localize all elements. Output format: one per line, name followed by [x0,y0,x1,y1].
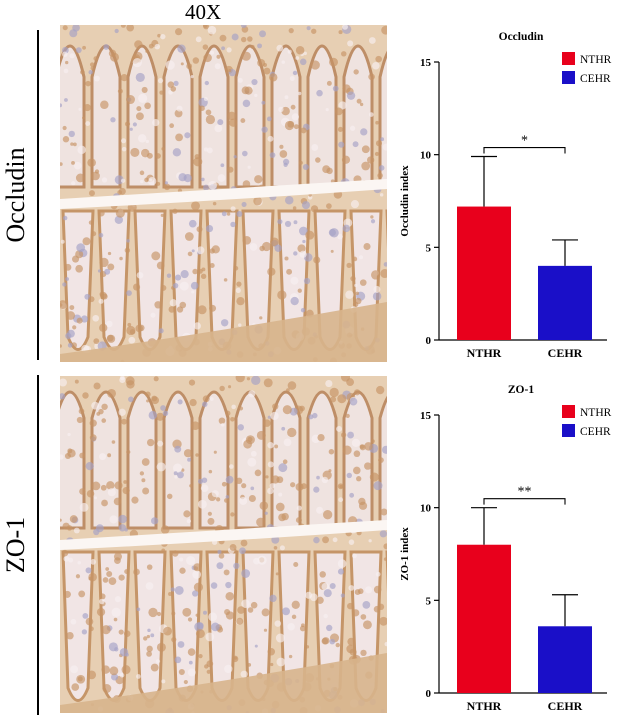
chart-0-significance-label: * [521,134,528,149]
magnification-label: 40X [185,0,222,24]
chart-0-ytick-label-0: 0 [426,335,432,347]
chart-occludin: Occludin Occludin index 0 5 10 15 NTHR CEHR * NTH… [392,25,619,375]
chart-0-legend-label-CEHR: CEHR [580,73,611,85]
chart-0-legend-label-NTHR: NTHR [580,54,612,66]
row-divider-zo1 [37,375,39,715]
micrograph-occludin-image [60,25,387,362]
chart-1-ylabel: ZO-1 index [399,527,411,581]
chart-0-ytick-label-3: 15 [420,57,432,69]
chart-1-legend-label-NTHR: NTHR [580,407,612,419]
chart-1-xtick-label-NTHR: NTHR [467,699,502,713]
micrograph-zo1 [60,376,387,713]
chart-0-legend-swatch-CEHR [562,71,575,84]
chart-zo1-svg: ZO-1 ZO-1 index 0 5 10 15 NTHR CEHR ** NTHR CEHR [399,384,612,713]
chart-1-significance-bracket [483,498,566,505]
chart-1-ytick-label-2: 10 [420,503,432,515]
chart-1-bar-NTHR [457,544,511,693]
chart-1-ytick-label-3: 15 [420,410,432,422]
chart-0-ytick-label-1: 5 [426,242,432,254]
chart-1-legend-swatch-NTHR [562,405,575,418]
chart-1-bar-CEHR [538,626,592,693]
chart-1-xtick-label-CEHR: CEHR [548,699,583,713]
chart-0-legend-swatch-NTHR [562,52,575,65]
chart-zo1: ZO-1 ZO-1 index 0 5 10 15 NTHR CEHR ** NTHR CEHR [392,378,619,728]
row-divider-occludin [37,30,39,360]
row-label-zo1: ZO-1 [1,516,30,574]
chart-1-ytick-label-0: 0 [426,688,432,700]
chart-0-xtick-label-CEHR: CEHR [548,346,583,360]
chart-0-ytick-label-2: 10 [420,150,432,162]
row-label-occludin: Occludin [1,147,30,243]
chart-0-ylabel: Occludin index [399,165,411,237]
chart-0-title: Occludin [499,31,544,43]
chart-0-bar-CEHR [538,265,592,340]
chart-0-xtick-label-NTHR: NTHR [467,346,502,360]
chart-1-legend-swatch-CEHR [562,424,575,437]
chart-1-ytick-label-1: 5 [426,595,432,607]
chart-1-significance-label: ** [518,485,532,500]
chart-0-bar-NTHR [457,206,511,340]
chart-0-significance-bracket [483,146,566,154]
chart-1-title: ZO-1 [508,384,534,396]
micrograph-zo1-image [60,376,387,713]
chart-occludin-svg: Occludin Occludin index 0 5 10 15 NTHR CEHR * NTH… [399,31,612,360]
micrograph-occludin [60,25,387,362]
chart-1-legend-label-CEHR: CEHR [580,426,611,438]
